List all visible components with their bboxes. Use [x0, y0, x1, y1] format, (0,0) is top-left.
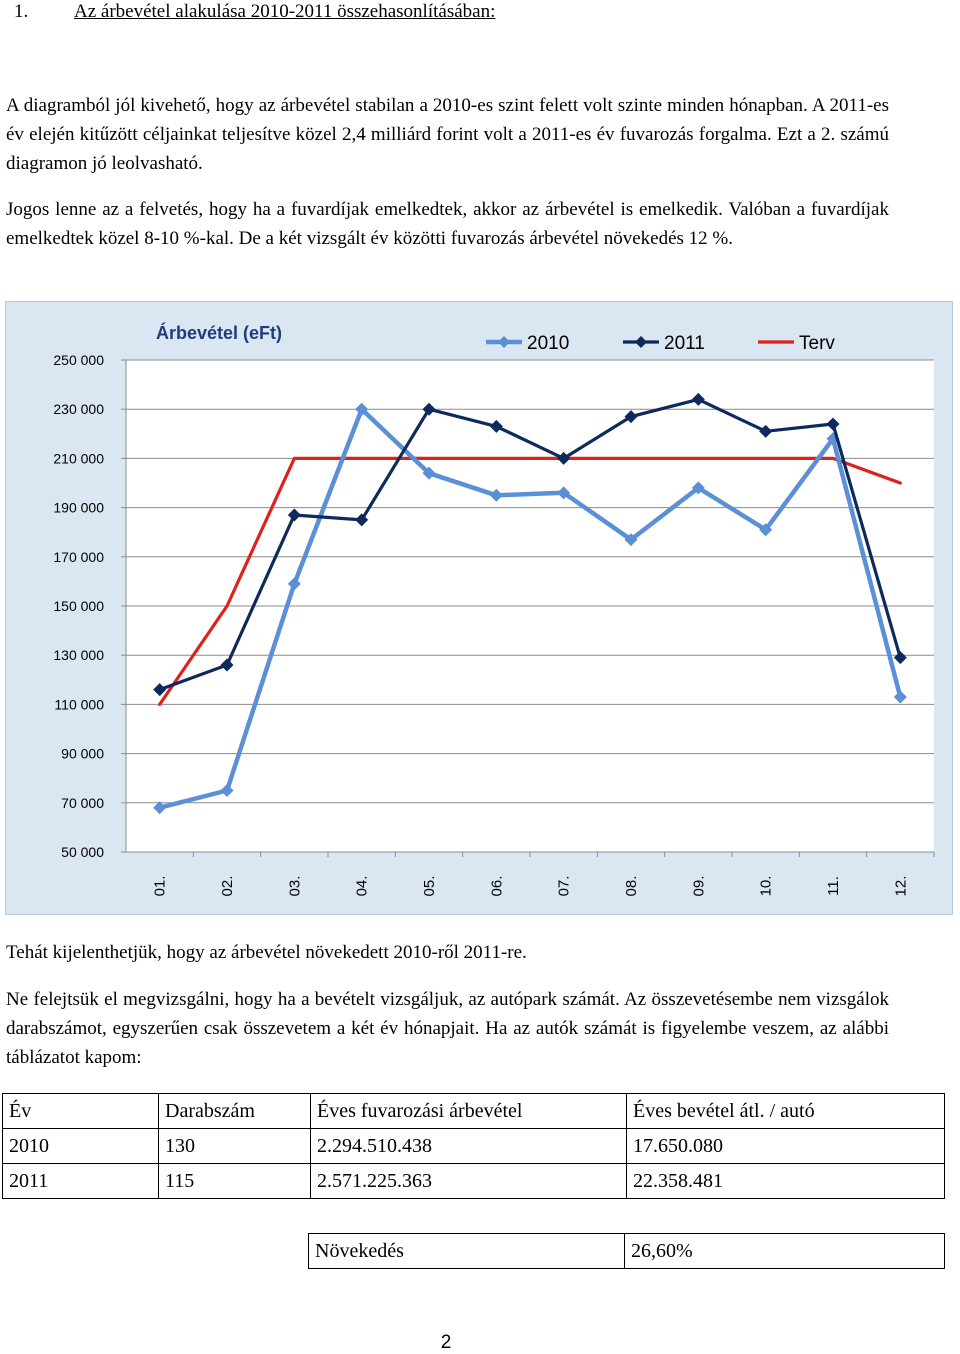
table-cell: 2010: [2, 1128, 159, 1164]
table-row: 2010 130 2.294.510.438 17.650.080: [2, 1128, 945, 1164]
legend-marker-2010: [498, 336, 510, 348]
table-cell: 17.650.080: [626, 1128, 945, 1164]
y-tick-label: 50 000: [61, 844, 104, 860]
table-cell: 2.571.225.363: [310, 1163, 627, 1199]
x-tick-label: 07.: [556, 876, 573, 897]
legend-label-Terv: Terv: [799, 333, 835, 354]
series-line-Terv: [158, 456, 902, 706]
x-tick-label: 08.: [623, 876, 640, 897]
table-header-row: Év Darabszám Éves fuvarozási árbevétel É…: [2, 1093, 945, 1129]
y-axis-ticks: 50 000 70 000 90 000 110 000 130 000 150 000 1…: [53, 352, 104, 860]
data-point-2010: [489, 488, 503, 502]
growth-value: 26,60%: [624, 1233, 945, 1269]
data-point-2011: [220, 658, 234, 672]
table-cell: 2.294.510.438: [310, 1128, 627, 1164]
data-point-2010: [624, 533, 638, 547]
data-point-2011: [624, 410, 638, 424]
x-tick-label: 10.: [758, 876, 775, 897]
data-point-2011: [489, 419, 503, 433]
data-point-2010: [759, 523, 773, 537]
paragraph-3: Tehát kijelenthetjük, hogy az árbevétel …: [6, 942, 527, 963]
data-point-2011: [557, 451, 571, 465]
fleet-table: Év Darabszám Éves fuvarozási árbevétel É…: [2, 1093, 945, 1199]
table-header-cell: Év: [2, 1093, 159, 1129]
x-tick-label: 02.: [219, 876, 236, 897]
data-point-2010: [893, 690, 907, 704]
legend: 2010 2011 Terv: [486, 333, 835, 354]
table-cell: 22.358.481: [626, 1163, 945, 1199]
series-line-2011: [158, 397, 902, 692]
x-tick-label: 06.: [488, 876, 505, 897]
x-tick-label: 05.: [421, 876, 438, 897]
x-tick-label: 09.: [690, 876, 707, 897]
series-line-2010: [157, 406, 903, 810]
y-tick-label: 110 000: [54, 696, 104, 712]
data-point-2010: [220, 784, 234, 797]
table-header-cell: Éves bevétel átl. / autó: [626, 1093, 945, 1129]
x-tick-label: 01.: [152, 876, 169, 897]
y-tick-label: 90 000: [61, 746, 104, 762]
revenue-chart: 50 000 70 000 90 000 110 000 130 000 150 000 1…: [5, 301, 953, 915]
data-point-2011: [153, 683, 167, 697]
table-row: 2011 115 2.571.225.363 22.358.481: [2, 1163, 945, 1199]
x-tick-label: 03.: [286, 876, 303, 897]
table-cell: 130: [158, 1128, 311, 1164]
chart-title: Árbevétel (eFt): [156, 322, 282, 343]
legend-label-2010: 2010: [527, 333, 569, 354]
table-header-cell: Éves fuvarozási árbevétel: [310, 1093, 627, 1129]
section-heading: 1. Az árbevétel alakulása 2010-2011 össze…: [14, 0, 495, 24]
section-number: 1.: [14, 1, 29, 22]
section-title: Az árbevétel alakulása 2010-2011 összeha…: [74, 1, 496, 22]
y-tick-label: 150 000: [53, 598, 104, 614]
data-point-2010: [287, 577, 301, 591]
data-point-2011: [893, 651, 907, 665]
table-cell: 2011: [2, 1163, 159, 1199]
data-point-2011: [759, 424, 773, 438]
data-point-2011: [287, 508, 301, 522]
growth-label: Növekedés: [308, 1233, 625, 1269]
y-tick-label: 70 000: [61, 795, 104, 811]
data-point-2010: [153, 801, 167, 815]
y-tick-label: 190 000: [53, 500, 104, 516]
y-tick-label: 210 000: [53, 450, 104, 466]
series-layer: [153, 392, 907, 815]
y-tick-label: 170 000: [53, 549, 104, 565]
x-tick-label: 11.: [825, 876, 842, 896]
data-point-2010: [557, 486, 571, 500]
x-axis-ticks: 01. 02. 03. 04. 05. 06. 07. 08. 09. 10. 11. 12.: [152, 852, 935, 897]
y-tick-label: 130 000: [53, 647, 104, 663]
paragraph-4: Ne felejtsük el megvizsgálni, hogy ha a …: [6, 989, 889, 1068]
table-cell: 115: [158, 1163, 311, 1199]
growth-table: Növekedés 26,60%: [308, 1233, 945, 1269]
paragraph-1: A diagramból jól kivehető, hogy az árbev…: [6, 95, 889, 174]
legend-label-2011: 2011: [664, 333, 705, 354]
data-point-2010: [355, 402, 369, 416]
data-point-2011: [355, 513, 369, 527]
table-row: Növekedés 26,60%: [308, 1233, 945, 1269]
legend-marker-2011: [635, 336, 647, 348]
data-point-2011: [691, 392, 705, 406]
table-header-cell: Darabszám: [158, 1093, 311, 1129]
x-tick-label: 04.: [354, 876, 371, 897]
grid-lines: [121, 359, 934, 853]
data-point-2010: [422, 466, 436, 480]
chart-svg: 50 000 70 000 90 000 110 000 130 000 150 000 1…: [53, 322, 935, 897]
x-tick-label: 12.: [892, 876, 909, 897]
y-tick-label: 230 000: [53, 401, 104, 417]
y-tick-label: 250 000: [53, 352, 104, 368]
data-point-2011: [422, 402, 436, 416]
page-number: 2: [440, 1332, 452, 1353]
data-point-2010: [691, 481, 705, 495]
paragraph-2: Jogos lenne az a felvetés, hogy ha a fuv…: [6, 199, 889, 249]
